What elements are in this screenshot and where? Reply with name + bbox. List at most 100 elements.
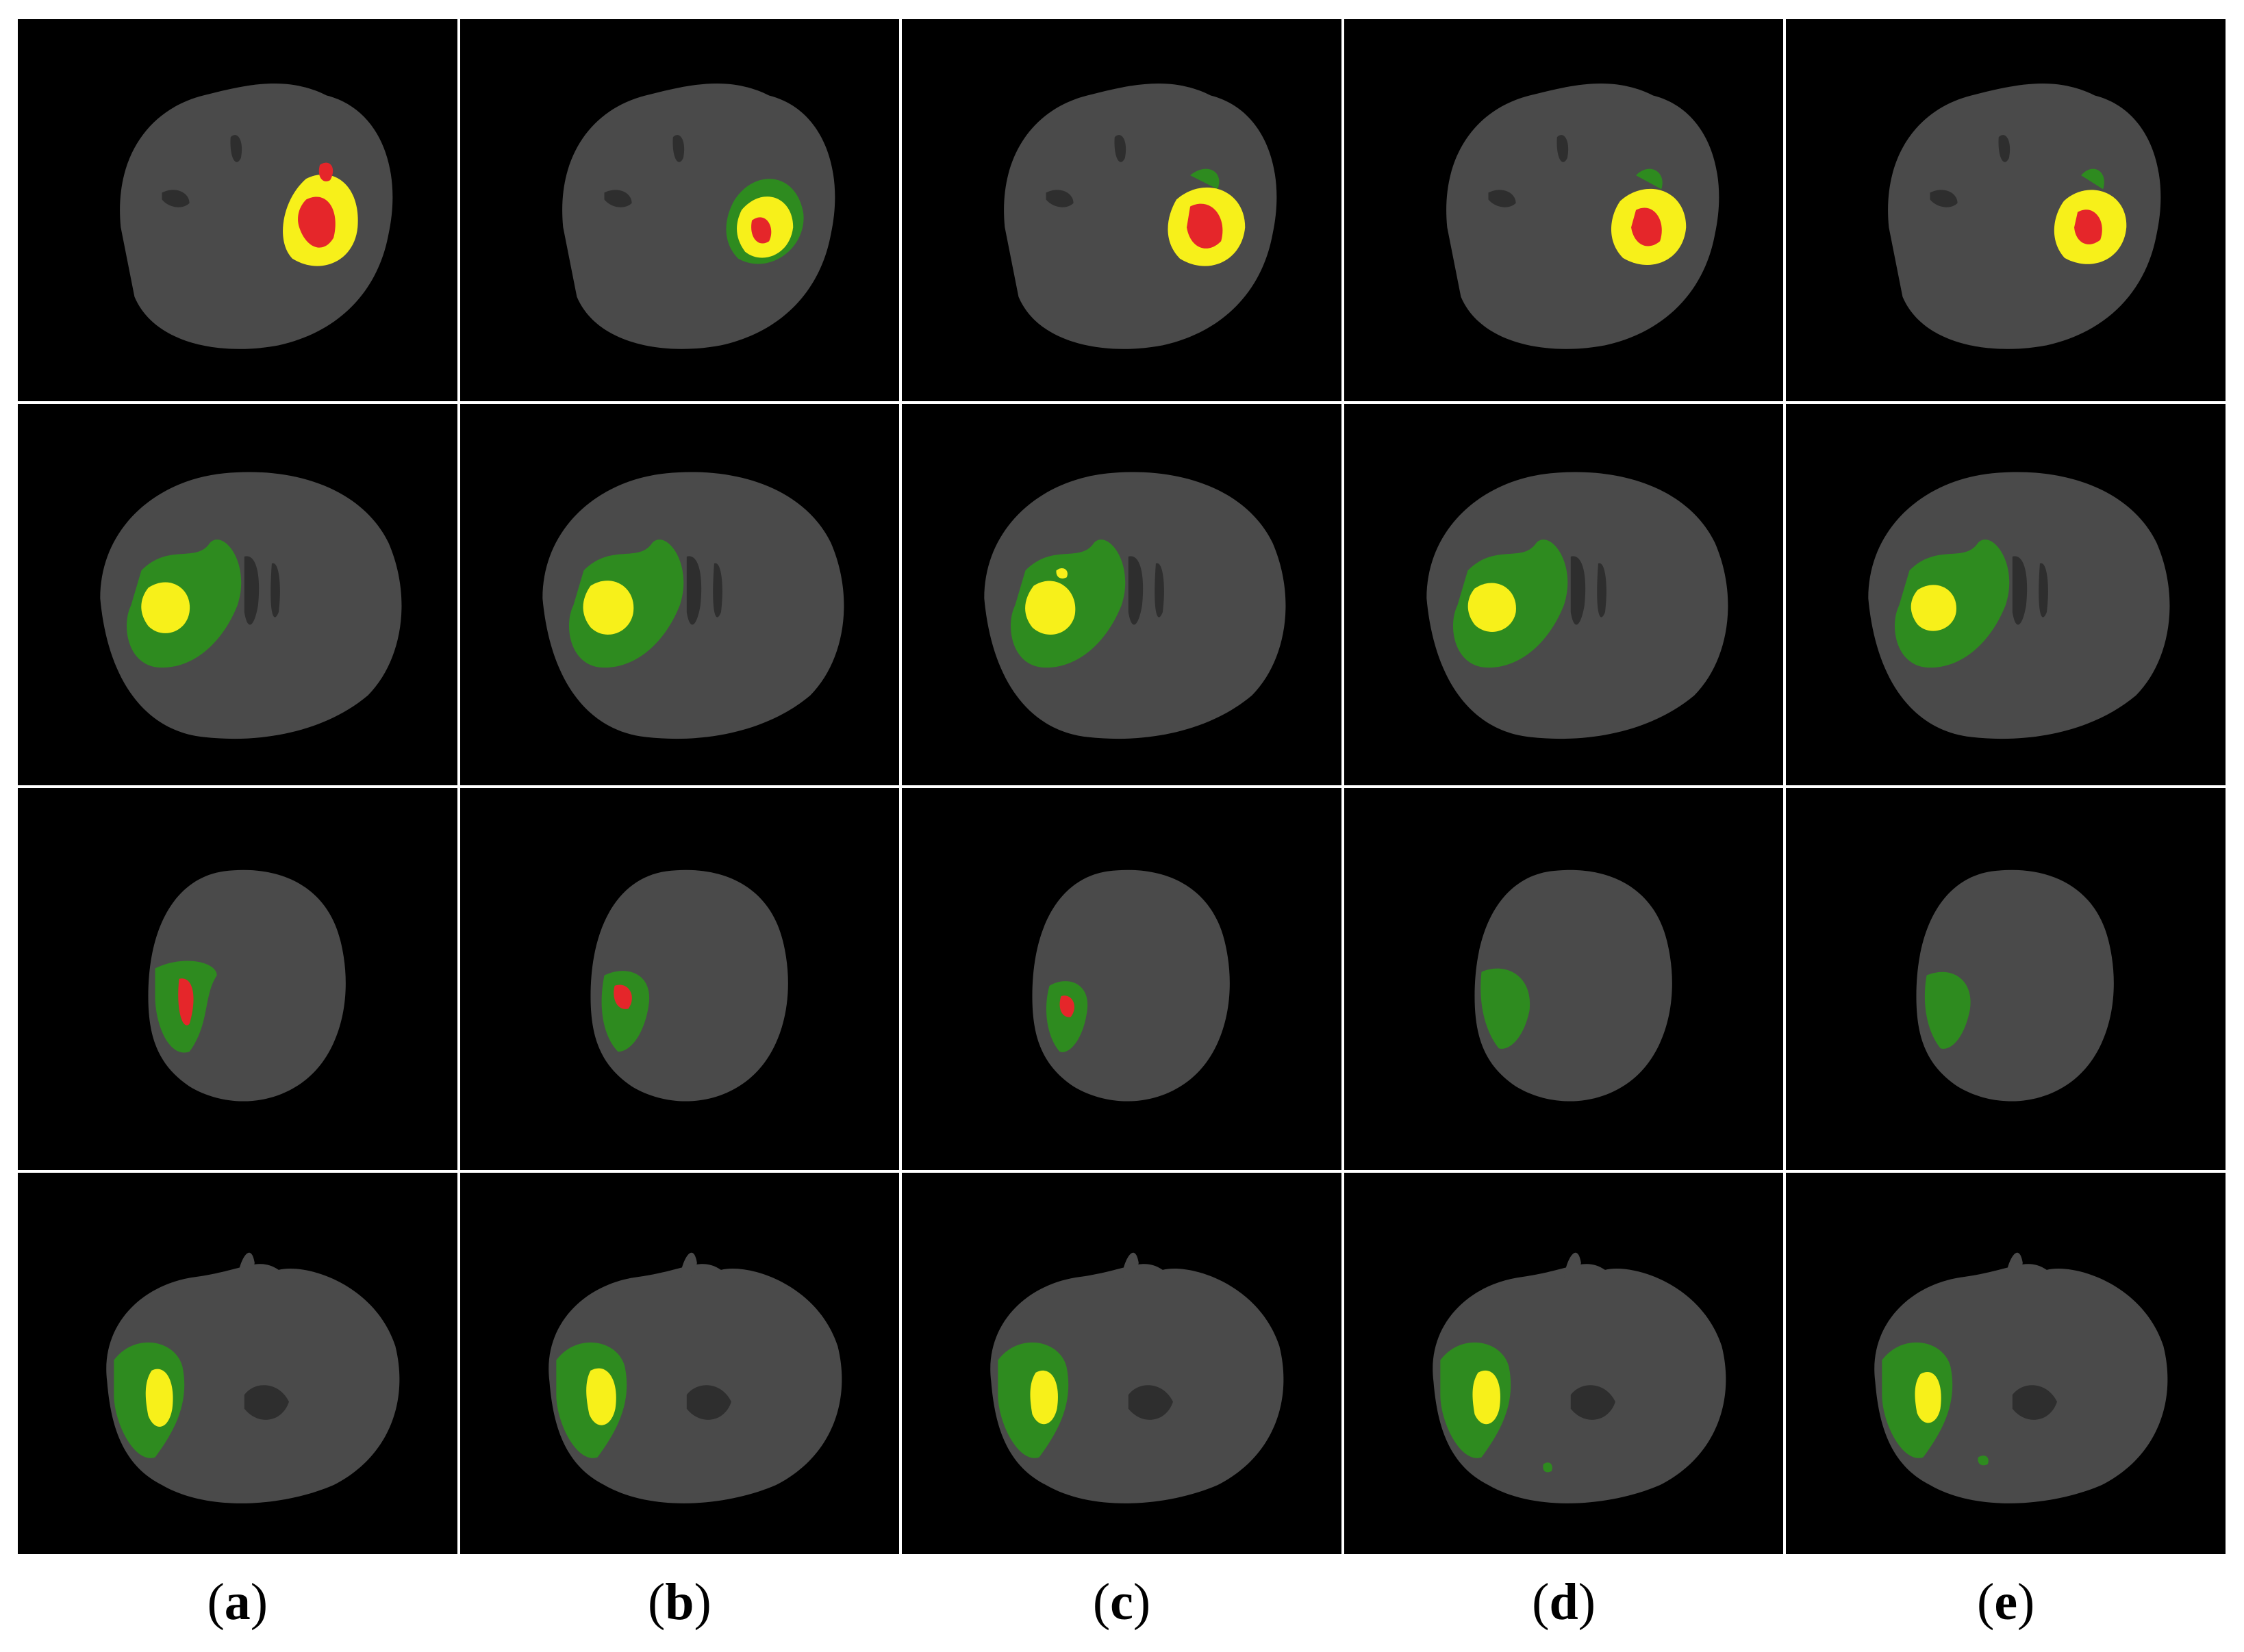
mri-slice xyxy=(1916,869,2115,1102)
tumor-region-edema xyxy=(1543,1462,1552,1472)
mri-slice xyxy=(120,83,393,349)
ventricle xyxy=(604,135,684,207)
brain-tissue xyxy=(120,83,393,349)
ventricle xyxy=(162,135,242,207)
label-letter: b xyxy=(665,1573,694,1631)
tumor-region-necrotic xyxy=(1630,207,1662,246)
ventricle xyxy=(1129,555,1165,624)
label-close-paren: ) xyxy=(250,1573,268,1631)
label-open-paren: ( xyxy=(1532,1573,1550,1631)
column-label: (b) xyxy=(542,1575,816,1629)
mri-slice xyxy=(542,471,844,739)
brain-tissue xyxy=(1433,1263,1726,1503)
label-letter: e xyxy=(1994,1573,2018,1631)
mri-panel xyxy=(459,403,900,785)
mri-slice xyxy=(100,471,402,739)
tumor-region-necrotic xyxy=(178,978,194,1026)
brain-tissue xyxy=(237,1252,255,1280)
mri-panel xyxy=(1344,1172,1784,1554)
mri-panel xyxy=(902,788,1341,1170)
tumor-region-enhancing xyxy=(1030,1370,1059,1424)
brain-tissue xyxy=(590,869,788,1102)
brain-tissue xyxy=(1474,869,1672,1102)
label-close-paren: ) xyxy=(1133,1573,1151,1631)
ventricle xyxy=(1046,135,1126,207)
tumor-region-enhancing xyxy=(141,582,190,633)
brain-tissue xyxy=(2006,1252,2024,1280)
mri-slice xyxy=(562,83,835,349)
column-label: (d) xyxy=(1427,1575,1701,1629)
tumor-region-enhancing xyxy=(583,580,633,635)
tumor-region-edema xyxy=(601,971,649,1052)
tumor-region-edema xyxy=(2081,168,2105,190)
mri-panel xyxy=(1786,788,2226,1170)
ventricle xyxy=(244,1384,289,1420)
mri-panel xyxy=(902,403,1341,785)
mri-slice xyxy=(148,869,346,1102)
label-close-paren: ) xyxy=(1578,1573,1596,1631)
brain-tissue xyxy=(1563,1252,1581,1280)
tumor-region-necrotic xyxy=(613,984,632,1009)
mri-panel xyxy=(18,403,457,785)
tumor-region-enhancing xyxy=(1025,581,1076,635)
tumor-region-necrotic xyxy=(751,217,771,244)
mri-panel xyxy=(1786,19,2226,401)
mri-slice xyxy=(548,1252,842,1503)
mri-slice xyxy=(106,1252,400,1503)
brain-tissue xyxy=(1032,869,1231,1102)
mri-panel xyxy=(902,1172,1341,1554)
ventricle xyxy=(2013,555,2049,624)
tumor-region-enhancing xyxy=(1056,568,1068,579)
label-open-paren: ( xyxy=(1977,1573,1995,1631)
mri-slice xyxy=(1426,471,1728,739)
column-label: (e) xyxy=(1869,1575,2143,1629)
label-open-paren: ( xyxy=(1092,1573,1111,1631)
mri-slice xyxy=(1433,1252,1726,1503)
mri-slice xyxy=(1888,83,2161,349)
tumor-region-edema xyxy=(1480,968,1530,1049)
tumor-region-necrotic xyxy=(2074,209,2103,244)
ventricle xyxy=(244,555,280,624)
tumor-region-enhancing xyxy=(1915,1371,1942,1423)
mri-panel xyxy=(459,19,900,401)
label-close-paren: ) xyxy=(2017,1573,2035,1631)
ventricle xyxy=(1129,1384,1174,1420)
mri-slice xyxy=(1032,869,1231,1102)
label-letter: c xyxy=(1110,1573,1133,1631)
ventricle xyxy=(686,1384,731,1420)
brain-tissue xyxy=(679,1252,697,1280)
label-open-paren: ( xyxy=(647,1573,666,1631)
mri-slice xyxy=(1474,869,1672,1102)
brain-tissue xyxy=(1888,83,2161,349)
tumor-region-enhancing xyxy=(145,1369,173,1427)
ventricle xyxy=(1570,555,1606,624)
mri-panel xyxy=(18,19,457,401)
brain-tissue xyxy=(1121,1252,1139,1280)
mri-panel xyxy=(1344,788,1784,1170)
tumor-region-enhancing xyxy=(585,1368,616,1425)
mri-panel xyxy=(459,1172,900,1554)
mri-panel xyxy=(1344,19,1784,401)
label-close-paren: ) xyxy=(694,1573,711,1631)
tumor-region-edema xyxy=(1635,168,1663,190)
mri-panel xyxy=(1786,1172,2226,1554)
brain-tissue xyxy=(548,1263,842,1503)
column-label: (a) xyxy=(101,1575,375,1629)
tumor-region-enhancing xyxy=(1467,583,1516,632)
brain-tissue xyxy=(1916,869,2115,1102)
label-open-paren: ( xyxy=(207,1573,225,1631)
column-labels: (a) (b) (c) (d) (e) xyxy=(18,1575,2226,1629)
mri-panel xyxy=(1344,403,1784,785)
mri-slice xyxy=(990,1252,1284,1503)
tumor-region-edema xyxy=(1925,971,1971,1049)
label-letter: d xyxy=(1549,1573,1578,1631)
column-label: (c) xyxy=(985,1575,1259,1629)
mri-panel xyxy=(1786,403,2226,785)
mri-slice xyxy=(1446,83,1719,349)
mri-panel xyxy=(18,788,457,1170)
label-letter: a xyxy=(224,1573,251,1631)
mri-panel xyxy=(902,19,1341,401)
mri-slice xyxy=(1004,83,1277,349)
ventricle xyxy=(1570,1384,1615,1420)
